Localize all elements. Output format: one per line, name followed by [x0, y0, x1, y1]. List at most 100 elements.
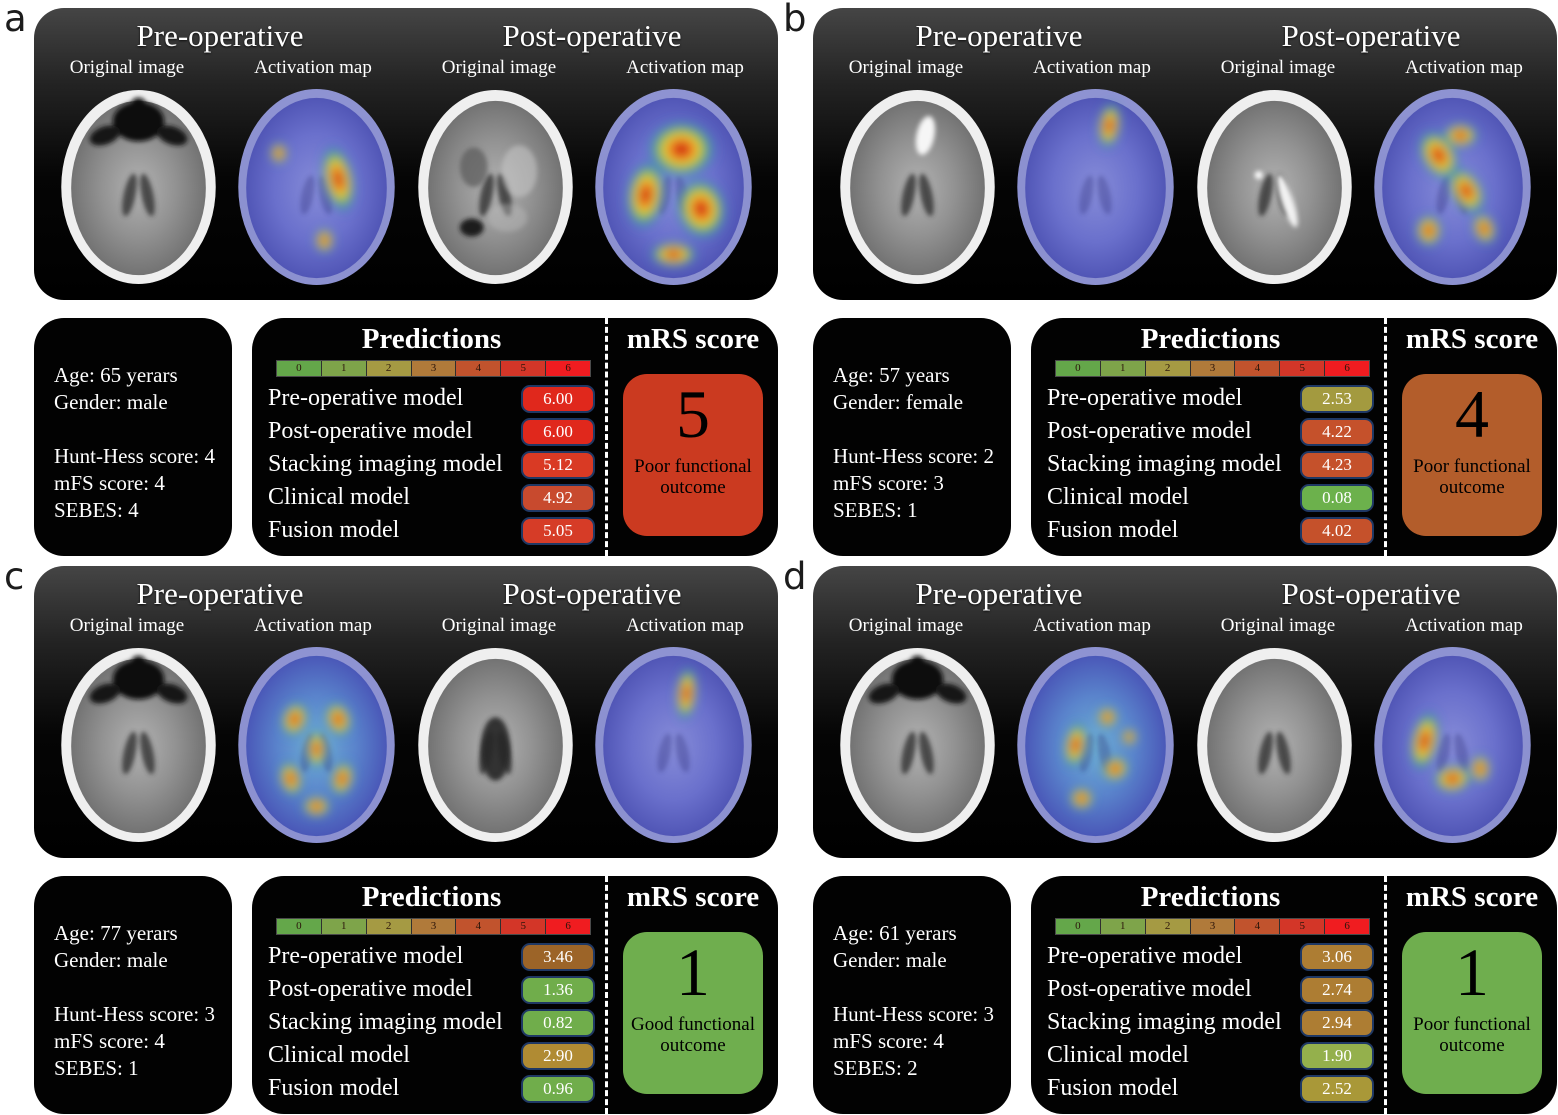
scan-label: Original image [848, 57, 964, 78]
patient-info-line: Gender: male [54, 948, 168, 972]
scale-tick-6: 6 [1325, 919, 1370, 934]
patient-info-line: Hunt-Hess score: 3 [54, 1002, 215, 1026]
predictions-title: Predictions [1140, 881, 1281, 913]
patient-info-line: mFS score: 4 [833, 1029, 944, 1053]
model-prediction-badge: 3.06 [1300, 942, 1374, 971]
activation-map-image [232, 84, 401, 288]
model-prediction-badge: 3.46 [521, 942, 595, 971]
scan-row [34, 80, 778, 288]
model-row: Post-operative model 4.22 [1047, 415, 1374, 448]
patient-info-line: Gender: male [54, 390, 168, 414]
predictions-title: Predictions [361, 881, 502, 913]
model-name: Post-operative model [1047, 418, 1252, 444]
mrs-section: mRS score 1 Poor functional outcome [1387, 876, 1557, 1114]
mrs-score-box: 1 Good functional outcome [623, 932, 763, 1094]
mrs-outcome-label: Poor functional outcome [634, 456, 752, 499]
imaging-box: Pre-operative Post-operative Original im… [813, 566, 1557, 858]
panel-letter: c [4, 555, 25, 598]
panel-letter: d [783, 555, 807, 598]
scale-tick-1: 1 [1100, 919, 1146, 934]
scale-tick-6: 6 [546, 919, 591, 934]
scale-tick-4: 4 [456, 361, 502, 376]
scale-tick-5: 5 [501, 361, 547, 376]
case-panel: a Pre-operative Post-operative Original … [0, 0, 779, 557]
activation-map-image [589, 84, 758, 288]
patient-info-line: Age: 57 years [833, 363, 950, 387]
imaging-titles: Pre-operative Post-operative [813, 576, 1557, 612]
scan-label: Original image [69, 615, 185, 636]
mrs-score-value: 5 [676, 376, 710, 452]
scan-labels: Original image Activation map Original i… [34, 56, 778, 80]
ct-scan-image [1190, 84, 1359, 288]
scale-tick-2: 2 [366, 919, 412, 934]
scan-label: Activation map [1405, 57, 1523, 78]
patient-info-line: Hunt-Hess score: 4 [54, 444, 215, 468]
scan-label: Activation map [1033, 57, 1151, 78]
patient-info-line: mFS score: 4 [54, 1029, 165, 1053]
mrs-section: mRS score 1 Good functional outcome [608, 876, 778, 1114]
model-name: Fusion model [268, 1075, 400, 1101]
scan-label: Original image [441, 615, 557, 636]
scan-label: Original image [441, 57, 557, 78]
scan-row [813, 80, 1557, 288]
model-name: Stacking imaging model [268, 451, 503, 477]
ct-scan-image [833, 84, 1002, 288]
panel-letter: b [783, 0, 807, 40]
model-row: Fusion model 2.52 [1047, 1072, 1374, 1105]
model-prediction-badge: 2.53 [1300, 384, 1374, 413]
model-prediction-badge: 2.52 [1300, 1074, 1374, 1103]
scale-tick-0: 0 [277, 919, 322, 934]
pre-operative-title: Pre-operative [915, 18, 1083, 53]
patient-info-box: Age: 77 yerars Gender: male Hunt-Hess sc… [34, 876, 232, 1114]
case-panel: b Pre-operative Post-operative Original … [779, 0, 1558, 557]
scan-labels: Original image Activation map Original i… [34, 614, 778, 638]
scale-tick-2: 2 [1145, 919, 1191, 934]
scan-label: Activation map [1033, 615, 1151, 636]
patient-info-line: SEBES: 1 [54, 1056, 139, 1080]
scan-row [813, 638, 1557, 846]
model-prediction-badge: 0.96 [521, 1074, 595, 1103]
imaging-box: Pre-operative Post-operative Original im… [34, 8, 778, 300]
predictions-title: Predictions [361, 323, 502, 355]
model-prediction-badge: 2.94 [1300, 1008, 1374, 1037]
scan-label: Activation map [254, 57, 372, 78]
model-row: Pre-operative model 6.00 [268, 382, 595, 415]
patient-info-line: Age: 65 yerars [54, 363, 178, 387]
scale-tick-4: 4 [1235, 361, 1281, 376]
activation-map-image [589, 642, 758, 846]
model-name: Stacking imaging model [1047, 1009, 1282, 1035]
mrs-score-title: mRS score [626, 323, 760, 355]
scale-tick-3: 3 [411, 919, 457, 934]
ct-scan-image [411, 84, 580, 288]
post-operative-title: Post-operative [1281, 576, 1461, 611]
mrs-section: mRS score 4 Poor functional outcome [1387, 318, 1557, 556]
patient-info-line [833, 974, 1005, 1001]
patient-info-line: mFS score: 3 [833, 471, 944, 495]
model-prediction-badge: 5.05 [521, 516, 595, 545]
model-name: Fusion model [1047, 517, 1179, 543]
activation-map-image [1011, 642, 1180, 846]
model-prediction-badge: 4.02 [1300, 516, 1374, 545]
model-prediction-badge: 4.23 [1300, 450, 1374, 479]
model-name: Pre-operative model [1047, 385, 1243, 411]
pre-operative-title: Pre-operative [136, 18, 304, 53]
model-prediction-badge: 5.12 [521, 450, 595, 479]
case-panel: d Pre-operative Post-operative Original … [779, 555, 1558, 1115]
model-prediction-badge: 4.22 [1300, 417, 1374, 446]
scale-tick-1: 1 [321, 919, 367, 934]
model-name: Post-operative model [1047, 976, 1252, 1002]
scale-tick-3: 3 [411, 361, 457, 376]
model-name: Clinical model [1047, 484, 1189, 510]
scan-labels: Original image Activation map Original i… [813, 614, 1557, 638]
pre-operative-title: Pre-operative [915, 576, 1083, 611]
panel-letter: a [4, 0, 27, 40]
mrs-score-title: mRS score [1405, 881, 1539, 913]
patient-info-line: Gender: female [833, 390, 964, 414]
imaging-titles: Pre-operative Post-operative [34, 576, 778, 612]
scale-tick-3: 3 [1190, 919, 1236, 934]
scale-tick-5: 5 [1280, 919, 1326, 934]
